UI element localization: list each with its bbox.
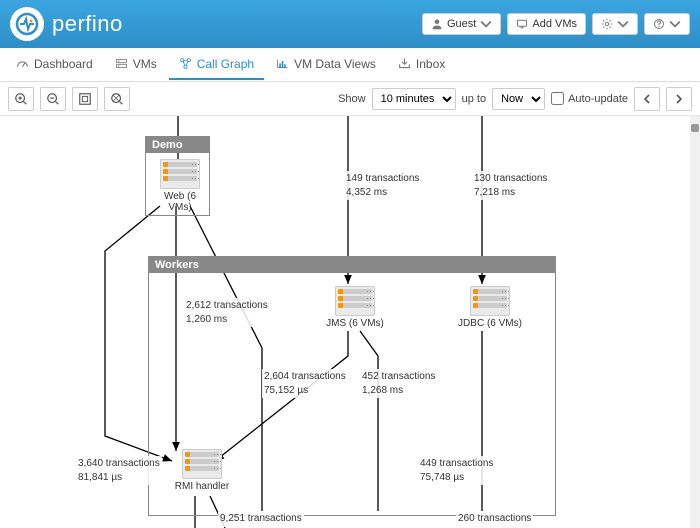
monitor-icon [516,18,528,30]
zoom-in-icon [14,92,28,106]
scroll-thumb[interactable] [691,124,699,132]
gear-icon [601,18,613,30]
node-label: JMS (6 VMs) [325,318,385,329]
tab-label: VMs [133,57,157,71]
toolbar-right: Show 10 minutes up to Now Auto-update [338,87,692,111]
tab-vm-data-views[interactable]: VM Data Views [266,50,386,80]
time-range-select[interactable]: 10 minutes [372,88,456,110]
guest-label: Guest [447,18,476,30]
edge-label: 2,612 transactions1,260 ms [184,298,270,327]
upto-select[interactable]: Now [492,88,545,110]
help-icon [653,18,665,30]
inbox-icon [398,57,411,70]
edge-label: 9,251 transactions [218,511,304,527]
prev-button[interactable] [634,87,660,111]
zoom-reset-button[interactable] [104,87,130,111]
graph-canvas-wrap: Demo Workers Web (6 VMs) JMS (6 VMs) JDB… [0,116,700,528]
chevron-down-icon [669,18,681,30]
help-button[interactable] [644,13,690,35]
edge-label: 2,604 transactions75,152 µs [262,369,348,398]
vertical-scrollbar[interactable] [690,116,700,528]
node-web[interactable]: Web (6 VMs) [155,159,205,213]
server-icon [115,57,128,70]
node-label: Web (6 VMs) [155,191,205,213]
zoom-reset-icon [110,92,124,106]
app-header: perfino Guest Add VMs [0,0,700,48]
edge-label: 130 transactions7,218 ms [472,171,549,200]
tab-label: Inbox [416,57,445,71]
tab-label: Call Graph [197,57,254,71]
tab-call-graph[interactable]: Call Graph [169,50,264,80]
node-jdbc[interactable]: JDBC (6 VMs) [455,286,525,329]
tab-label: VM Data Views [294,57,376,71]
node-rmi[interactable]: RMI handler [172,449,232,492]
brand-text: perfino [52,11,123,37]
fit-button[interactable] [72,87,98,111]
fit-icon [78,92,92,106]
chevron-down-icon [617,18,629,30]
edge-label: 452 transactions1,268 ms [360,369,437,398]
node-label: JDBC (6 VMs) [455,318,525,329]
logo-icon [10,7,44,41]
tab-inbox[interactable]: Inbox [388,50,455,80]
tab-dashboard[interactable]: Dashboard [6,50,103,80]
group-header: Workers [149,257,555,273]
brand: perfino [10,7,123,41]
tab-label: Dashboard [34,57,93,71]
next-button[interactable] [666,87,692,111]
upto-label: up to [462,93,486,105]
edge-label: 260 transactions [456,511,533,527]
chevron-left-icon [642,94,652,104]
tab-vms[interactable]: VMs [105,50,167,80]
node-jms[interactable]: JMS (6 VMs) [325,286,385,329]
user-icon [431,18,443,30]
chart-icon [276,57,289,70]
edge-label: 449 transactions75,748 µs [418,456,495,485]
server-icon [335,286,375,316]
zoom-in-button[interactable] [8,87,34,111]
header-actions: Guest Add VMs [422,13,690,35]
chevron-down-icon [480,18,492,30]
edge-label: 3,640 transactions81,841 µs [76,456,162,485]
guest-menu-button[interactable]: Guest [422,13,501,35]
zoom-out-icon [46,92,60,106]
server-icon [470,286,510,316]
show-label: Show [338,93,366,105]
gauge-icon [16,57,29,70]
group-header: Demo [146,137,209,153]
settings-button[interactable] [592,13,638,35]
edge-label: 149 transactions4,352 ms [344,171,421,200]
node-label: RMI handler [172,481,232,492]
graph-canvas[interactable]: Demo Workers Web (6 VMs) JMS (6 VMs) JDB… [0,116,690,528]
graph-icon [179,57,192,70]
graph-toolbar: Show 10 minutes up to Now Auto-update [0,82,700,116]
auto-update-toggle[interactable]: Auto-update [551,92,628,105]
auto-update-checkbox[interactable] [551,92,564,105]
zoom-out-button[interactable] [40,87,66,111]
add-vms-label: Add VMs [532,18,577,30]
add-vms-button[interactable]: Add VMs [507,13,586,35]
server-icon [160,159,200,189]
server-icon [182,449,222,479]
tab-bar: Dashboard VMs Call Graph VM Data Views I… [0,48,700,82]
auto-update-label: Auto-update [568,93,628,105]
chevron-right-icon [674,94,684,104]
